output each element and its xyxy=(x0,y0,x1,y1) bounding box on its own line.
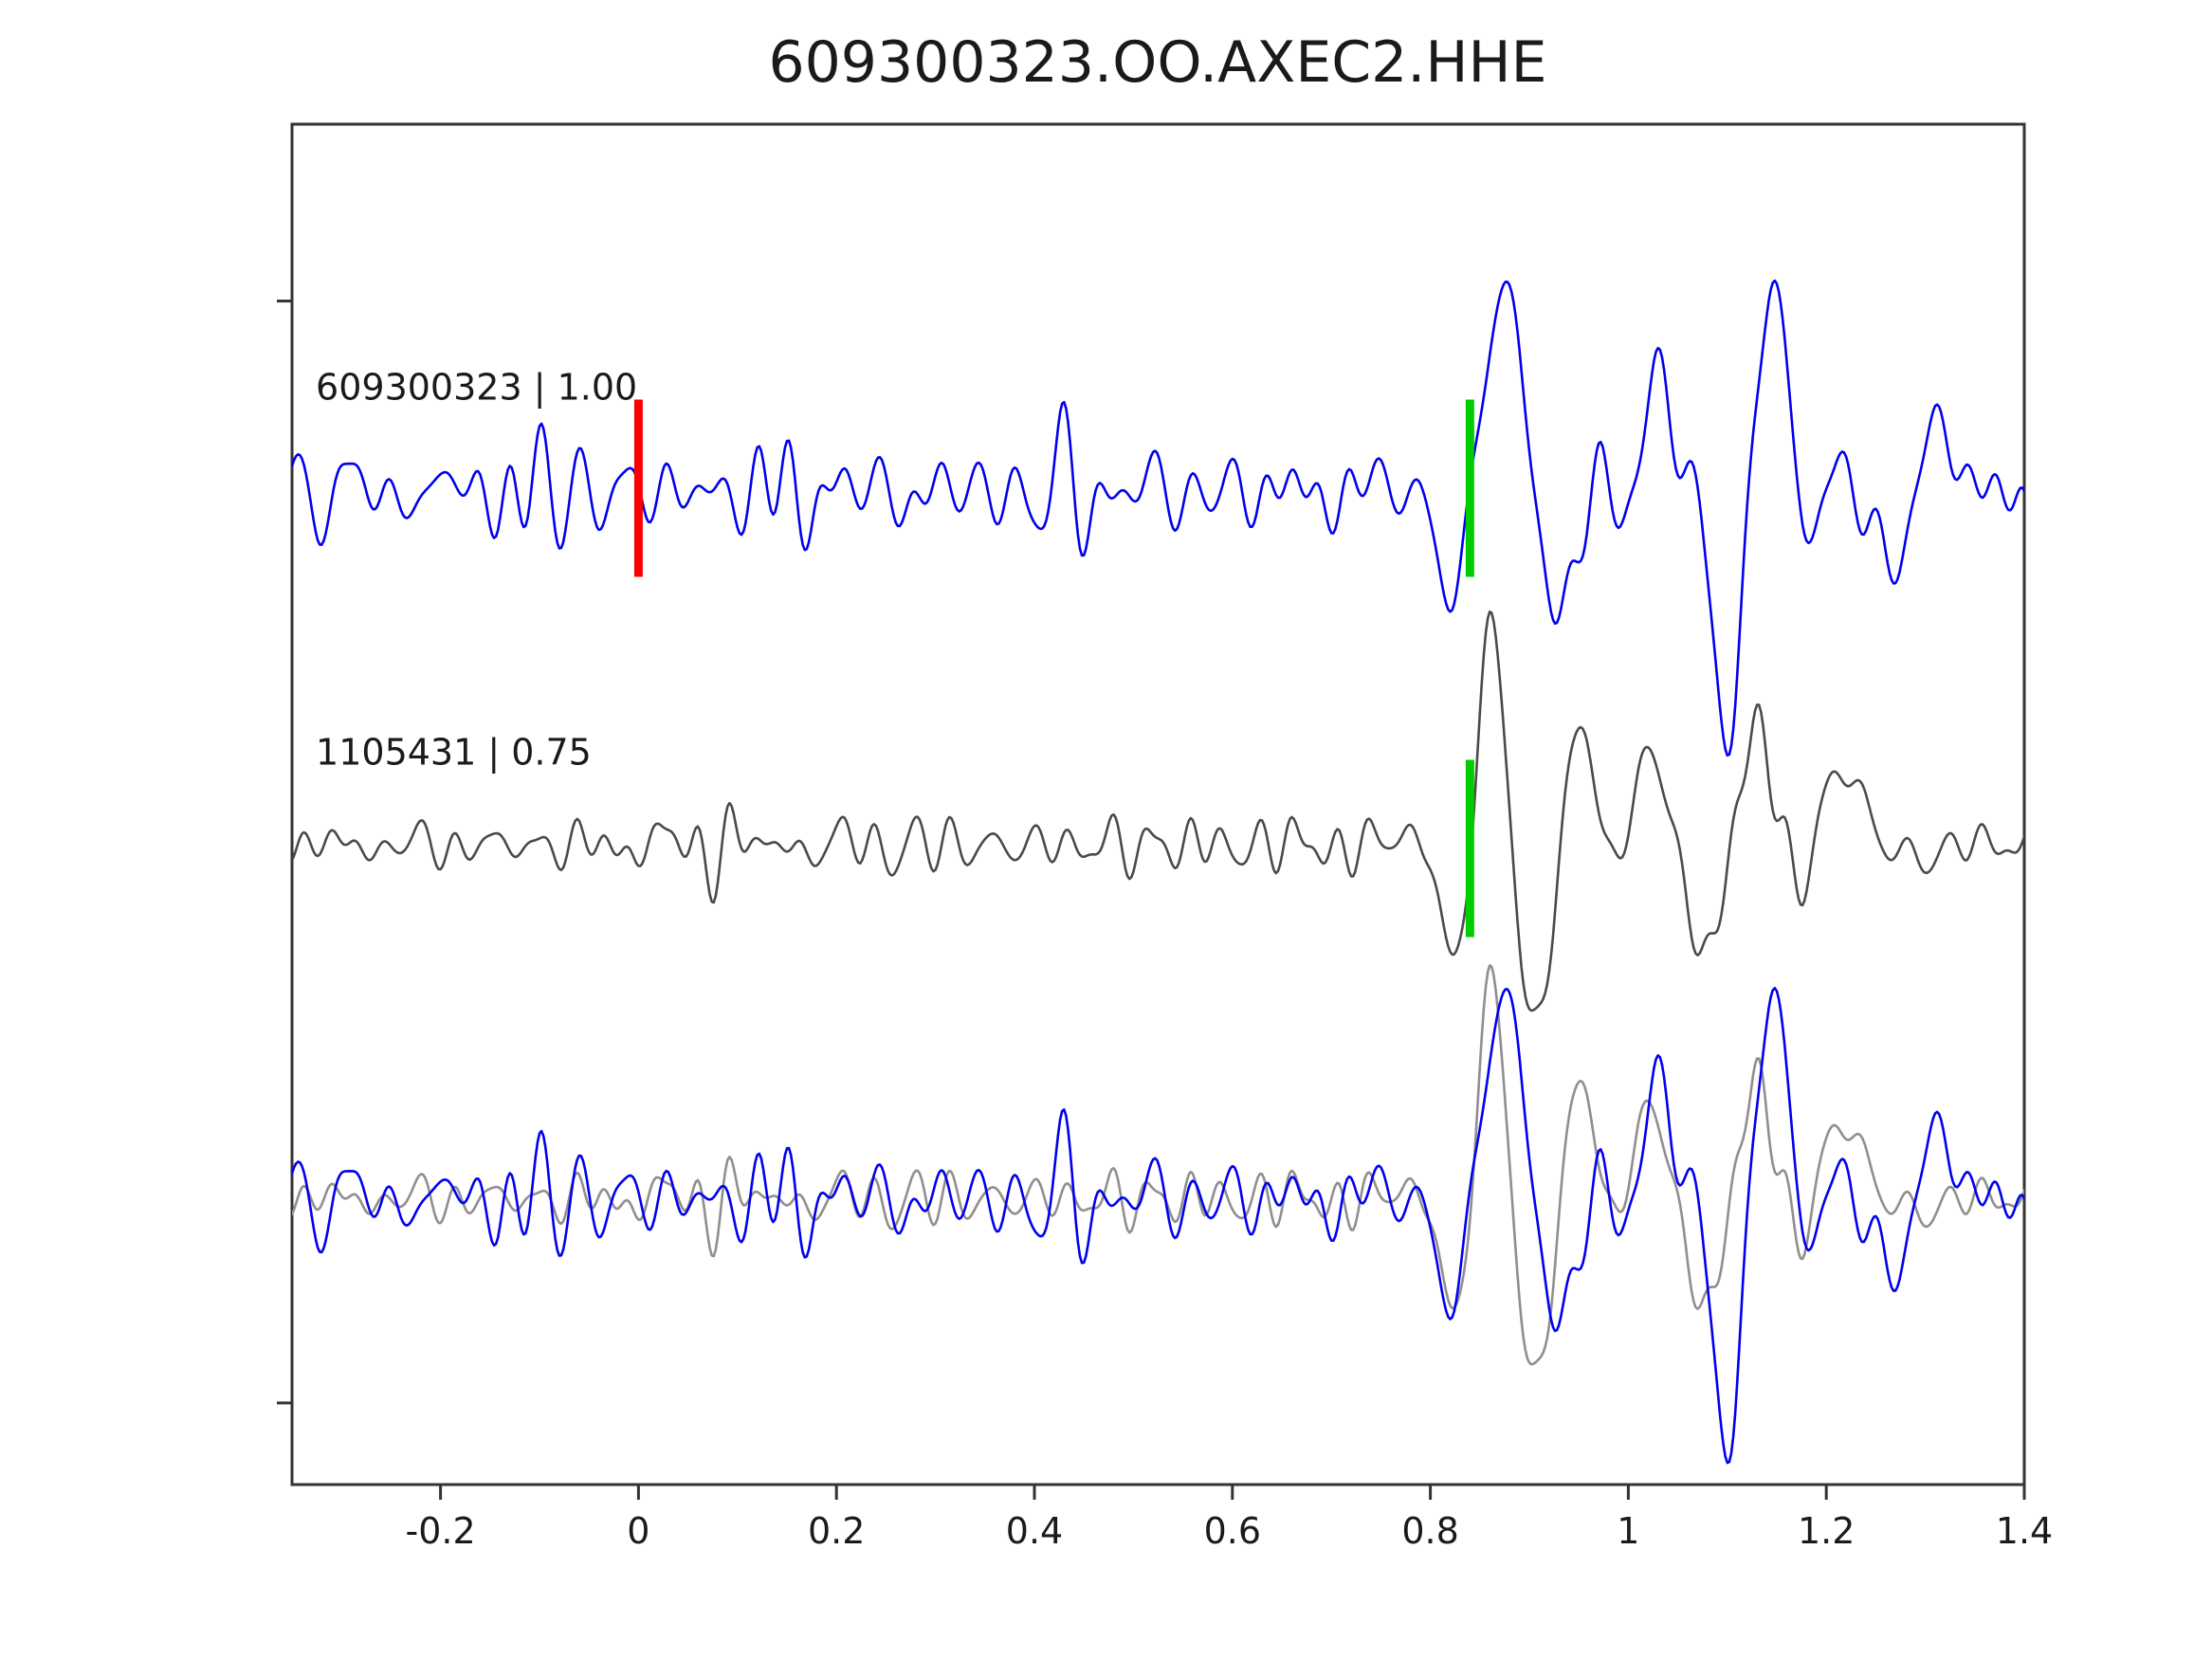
x-tick-label: 1.4 xyxy=(1996,1510,2053,1552)
trace-label-reference: 609300323 | 1.00 xyxy=(316,366,637,409)
x-tick-label: 1.2 xyxy=(1798,1510,1855,1552)
x-tick-label: 0 xyxy=(627,1510,649,1552)
x-tick-label: 1 xyxy=(1617,1510,1639,1552)
x-tick-label: 0.4 xyxy=(1006,1510,1063,1552)
figure-title: 609300323.OO.AXEC2.HHE xyxy=(768,29,1546,96)
plot-frame xyxy=(290,122,2026,1486)
trace-layer xyxy=(292,279,2024,1465)
trace-overlay-reference xyxy=(292,987,2024,1465)
x-tick-label: 0.8 xyxy=(1401,1510,1458,1552)
trace-template xyxy=(292,610,2024,1012)
trace-overlay-template xyxy=(292,964,2024,1366)
trace-reference xyxy=(292,279,2024,757)
x-tick-label: 0.6 xyxy=(1204,1510,1261,1552)
trace-label-template: 1105431 | 0.75 xyxy=(316,732,592,775)
x-tick-label: 0.2 xyxy=(808,1510,865,1552)
x-tick-label: -0.2 xyxy=(406,1510,476,1552)
marker-layer xyxy=(633,399,1474,938)
